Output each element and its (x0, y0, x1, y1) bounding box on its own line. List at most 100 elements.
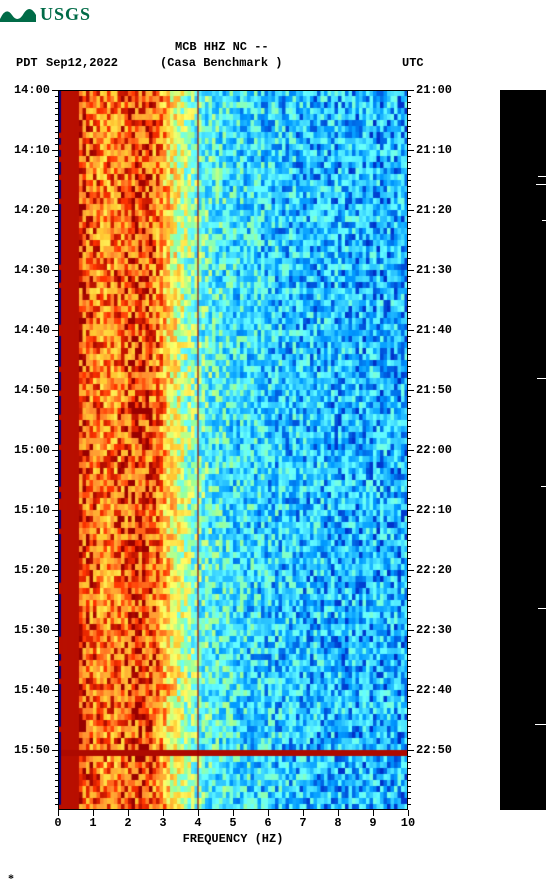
ytick-right-minor (408, 786, 411, 787)
ytick-right (408, 510, 414, 511)
ytick-right-minor (408, 420, 411, 421)
ytick-left (52, 90, 58, 91)
ytick-right-minor (408, 456, 411, 457)
ytick-left-minor (55, 378, 58, 379)
ytick-right-minor (408, 474, 411, 475)
spectrogram-plot: FREQUENCY (HZ) 14:0014:1014:2014:3014:40… (58, 90, 408, 810)
ytick-right-minor (408, 480, 411, 481)
header-pdt: PDT (16, 56, 38, 70)
ytick-right-minor (408, 426, 411, 427)
ytick-right-minor (408, 414, 411, 415)
ytick-right-minor (408, 612, 411, 613)
ytick-left-minor (55, 264, 58, 265)
ytick-right-minor (408, 564, 411, 565)
ylabel-right: 21:40 (416, 323, 456, 337)
sidebar-notch (538, 176, 546, 177)
ytick-left-minor (55, 762, 58, 763)
ytick-right-minor (408, 774, 411, 775)
ytick-right-minor (408, 192, 411, 193)
ylabel-left: 14:20 (10, 203, 50, 217)
ytick-left-minor (55, 168, 58, 169)
ytick-right-minor (408, 606, 411, 607)
ytick-left-minor (55, 186, 58, 187)
ytick-left-minor (55, 660, 58, 661)
ytick-right-minor (408, 738, 411, 739)
ytick-right-minor (408, 534, 411, 535)
xlabel-tick: 7 (299, 816, 306, 830)
ytick-left (52, 270, 58, 271)
ytick-right-minor (408, 216, 411, 217)
ytick-left (52, 150, 58, 151)
ytick-left-minor (55, 456, 58, 457)
ytick-right-minor (408, 636, 411, 637)
ytick-left-minor (55, 324, 58, 325)
ytick-right-minor (408, 180, 411, 181)
ytick-right-minor (408, 528, 411, 529)
ytick-left-minor (55, 480, 58, 481)
xlabel-tick: 5 (229, 816, 236, 830)
ytick-left-minor (55, 414, 58, 415)
ytick-left-minor (55, 672, 58, 673)
ytick-left-minor (55, 246, 58, 247)
ytick-right-minor (408, 402, 411, 403)
ytick-left-minor (55, 444, 58, 445)
ytick-right-minor (408, 198, 411, 199)
ylabel-right: 22:00 (416, 443, 456, 457)
ytick-right-minor (408, 138, 411, 139)
ytick-right-minor (408, 264, 411, 265)
ytick-left-minor (55, 648, 58, 649)
ylabel-right: 22:10 (416, 503, 456, 517)
ytick-right (408, 750, 414, 751)
ytick-left-minor (55, 432, 58, 433)
header-date: Sep12,2022 (46, 56, 118, 70)
ytick-left-minor (55, 426, 58, 427)
ytick-left-minor (55, 312, 58, 313)
ytick-right-minor (408, 678, 411, 679)
ytick-left-minor (55, 768, 58, 769)
ytick-right-minor (408, 522, 411, 523)
ytick-left-minor (55, 606, 58, 607)
ytick-right-minor (408, 174, 411, 175)
ytick-left-minor (55, 774, 58, 775)
ytick-right-minor (408, 336, 411, 337)
ylabel-left: 14:10 (10, 143, 50, 157)
ytick-right-minor (408, 666, 411, 667)
ytick-left-minor (55, 666, 58, 667)
ytick-right-minor (408, 432, 411, 433)
ytick-right-minor (408, 702, 411, 703)
ytick-right-minor (408, 540, 411, 541)
ytick-left-minor (55, 804, 58, 805)
ytick-right-minor (408, 96, 411, 97)
ytick-left-minor (55, 588, 58, 589)
ytick-right-minor (408, 648, 411, 649)
ytick-left-minor (55, 618, 58, 619)
ytick-left-minor (55, 564, 58, 565)
header-utc: UTC (402, 56, 424, 70)
ytick-left-minor (55, 216, 58, 217)
ytick-right-minor (408, 792, 411, 793)
ytick-right-minor (408, 396, 411, 397)
ytick-right-minor (408, 708, 411, 709)
ytick-right-minor (408, 378, 411, 379)
ylabel-left: 15:20 (10, 563, 50, 577)
xlabel-tick: 3 (159, 816, 166, 830)
ytick-left-minor (55, 642, 58, 643)
ytick-left-minor (55, 306, 58, 307)
ytick-left (52, 450, 58, 451)
ytick-left-minor (55, 474, 58, 475)
ytick-right-minor (408, 576, 411, 577)
ylabel-left: 15:30 (10, 623, 50, 637)
xlabel-tick: 2 (124, 816, 131, 830)
ytick-right-minor (408, 804, 411, 805)
ytick-left-minor (55, 462, 58, 463)
xlabel-tick: 6 (264, 816, 271, 830)
ytick-left-minor (55, 342, 58, 343)
ytick-left-minor (55, 144, 58, 145)
ytick-left-minor (55, 396, 58, 397)
ytick-right (408, 690, 414, 691)
ytick-left-minor (55, 594, 58, 595)
ytick-left-minor (55, 276, 58, 277)
ytick-right-minor (408, 108, 411, 109)
ytick-left-minor (55, 780, 58, 781)
cursor-mark: * (8, 871, 14, 886)
